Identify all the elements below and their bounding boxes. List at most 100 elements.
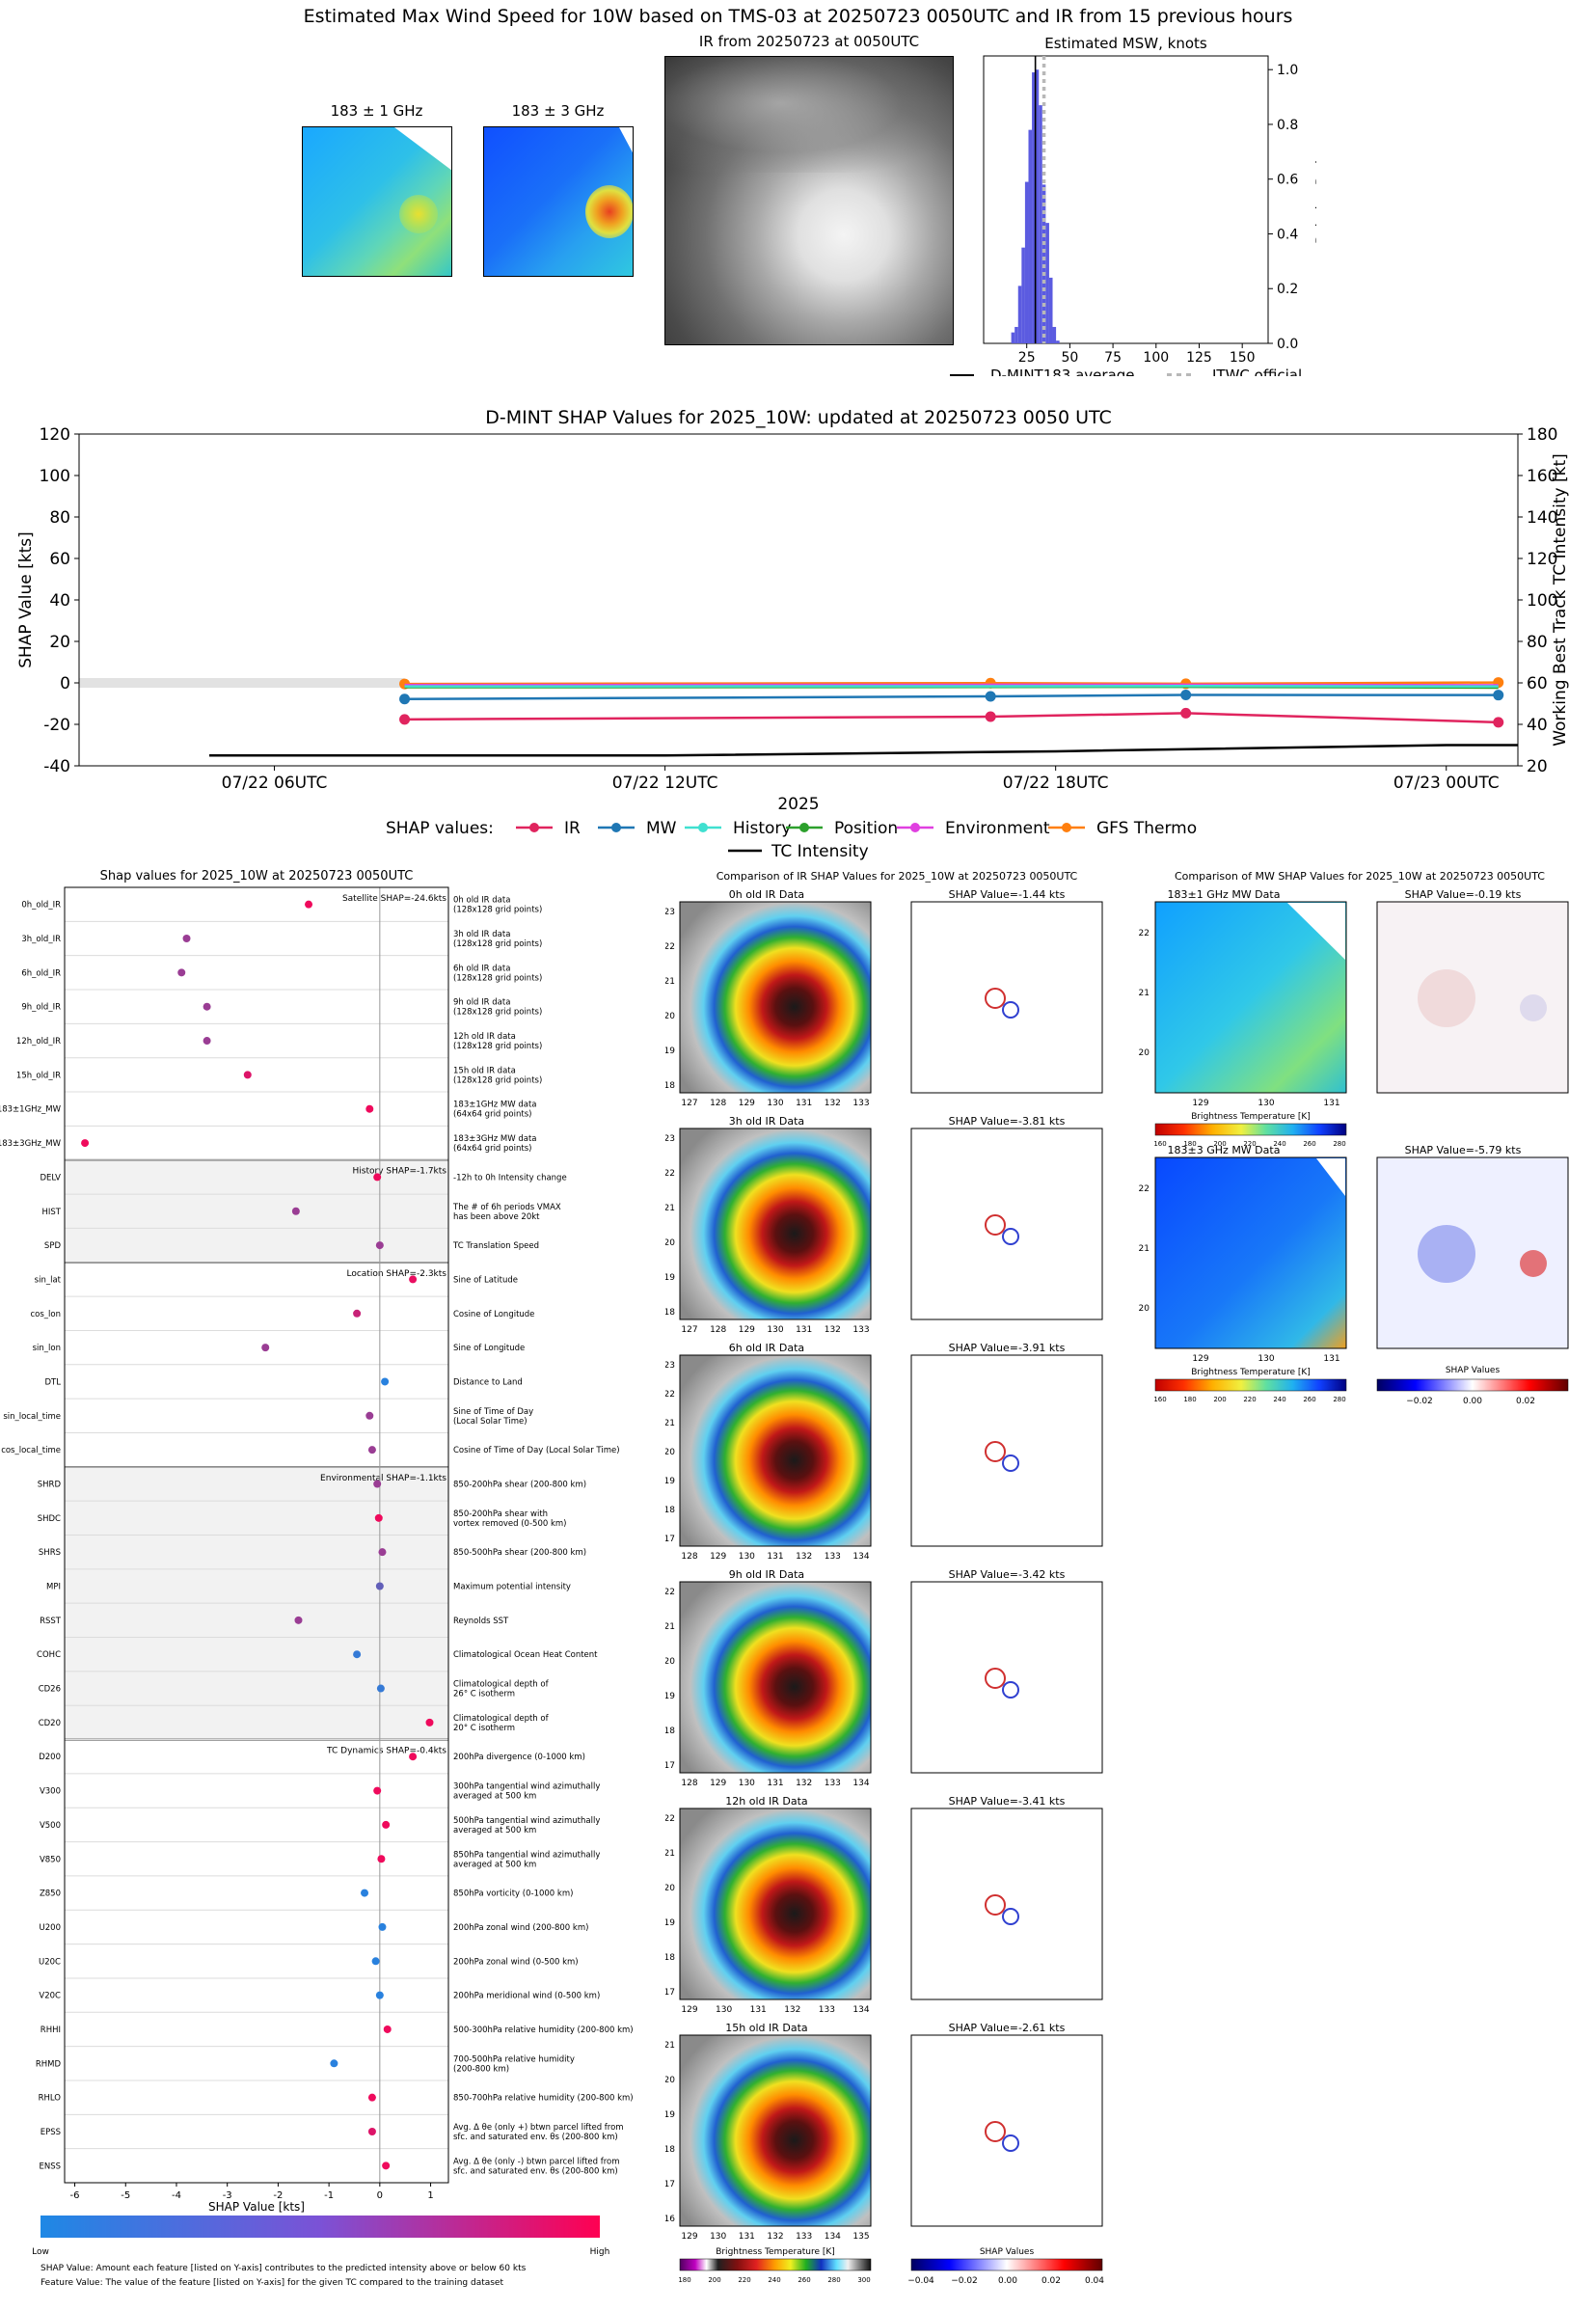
bee-feature-desc: Cosine of Longitude bbox=[453, 1310, 534, 1319]
ir-cbar-tick: 300 bbox=[857, 2276, 870, 2284]
ir-xtick-label: 132 bbox=[767, 2232, 783, 2242]
bee-xlabel: SHAP Value [kts] bbox=[208, 2200, 305, 2214]
bee-feature-desc: 200hPa meridional wind (0-500 km) bbox=[453, 1992, 600, 2001]
ir-shap-feature bbox=[985, 988, 1006, 1009]
msw-xtick-label: 50 bbox=[1061, 350, 1078, 366]
ts-legend-label: History bbox=[733, 819, 791, 838]
ir-xtick-label: 133 bbox=[796, 2232, 812, 2242]
bee-note-shap: SHAP Value: Amount each feature [listed … bbox=[41, 2264, 527, 2273]
bee-shap-point bbox=[373, 1173, 382, 1182]
ts-point-ir bbox=[1180, 707, 1192, 719]
bee-feature-desc: Sine of Longitude bbox=[453, 1344, 525, 1353]
bee-feature-desc: Maximum potential intensity bbox=[453, 1583, 571, 1592]
mw-cbar-tick: 160 bbox=[1153, 1396, 1166, 1403]
ir-shap-feature bbox=[985, 1214, 1006, 1236]
ir-ytick-label: 18 bbox=[665, 1081, 675, 1091]
msw-xtick-label: 75 bbox=[1104, 350, 1122, 366]
ir-xtick-label: 130 bbox=[716, 2005, 732, 2015]
bee-shap-point bbox=[377, 1855, 386, 1863]
ir-shap-image bbox=[910, 1581, 1103, 1774]
mw-cbar-label: Brightness Temperature [K] bbox=[1191, 1112, 1311, 1122]
ir-xtick-label: 129 bbox=[681, 2005, 697, 2015]
mw-data-title: 183±1 GHz MW Data bbox=[1168, 888, 1281, 901]
mw-ytick-label: 22 bbox=[1139, 1184, 1150, 1194]
mw-shap-cbar-tick: −0.02 bbox=[1406, 1397, 1433, 1406]
ts-legend-marker bbox=[529, 823, 539, 832]
ir-xtick-label: 130 bbox=[710, 2232, 726, 2242]
mw-panel-2-title: 183 ± 3 GHz bbox=[511, 102, 605, 120]
ts-point-mw bbox=[1493, 690, 1504, 701]
bee-feature-desc: TC Translation Speed bbox=[452, 1241, 539, 1251]
bee-feature-desc: 850hPa vorticity (0-1000 km) bbox=[453, 1890, 573, 1899]
msw-bar bbox=[1021, 247, 1025, 343]
bee-colorbar bbox=[41, 2216, 600, 2238]
bee-xtick-label: 1 bbox=[427, 2190, 433, 2201]
ir-shap-image bbox=[910, 1354, 1103, 1547]
ir-ytick-label: 20 bbox=[665, 2076, 675, 2085]
mw-cbar-tick: 240 bbox=[1273, 1396, 1285, 1403]
mw-xtick-label: 131 bbox=[1323, 1354, 1339, 1364]
ir-shap-cbar-tick: 0.04 bbox=[1085, 2276, 1104, 2286]
ir-cbar-tick: 260 bbox=[798, 2276, 810, 2284]
ir-xtick-label: 131 bbox=[796, 1099, 812, 1108]
mw-shap-blob bbox=[1520, 1250, 1547, 1277]
bee-feature-name: 3h_old_IR bbox=[21, 935, 61, 944]
mw-data-title: 183±3 GHz MW Data bbox=[1168, 1144, 1281, 1156]
ir-shap-image bbox=[910, 1128, 1103, 1320]
bee-feature-desc: Climatological Ocean Heat Content bbox=[453, 1650, 598, 1660]
ir-comp-title: Comparison of IR SHAP Values for 2025_10… bbox=[717, 870, 1078, 883]
ir-panel-title: IR from 20250723 at 0050UTC bbox=[698, 33, 920, 50]
bee-feature-desc: 183±3GHz MW data (64x64 grid points) bbox=[453, 1134, 536, 1154]
bee-feature-desc: 850hPa tangential wind azimuthally averag… bbox=[453, 1850, 600, 1869]
mw-xtick-label: 130 bbox=[1258, 1099, 1274, 1108]
bee-feature-name: RHLO bbox=[39, 2094, 62, 2104]
ir-ytick-label: 19 bbox=[665, 1692, 675, 1701]
ir-cbar-tick: 240 bbox=[768, 2276, 780, 2284]
bee-shap-point bbox=[382, 1820, 391, 1829]
ts-y2tick-label: 160 bbox=[1527, 467, 1557, 486]
mw-ytick-label: 22 bbox=[1139, 929, 1150, 938]
bee-feature-name: V850 bbox=[40, 1855, 61, 1864]
bee-xtick-label: -6 bbox=[70, 2190, 80, 2201]
bee-feature-name: DELV bbox=[40, 1173, 61, 1183]
ir-data-image bbox=[679, 1354, 872, 1547]
bee-feature-desc: Avg. Δ θe (only -) btwn parcel lifted fr… bbox=[453, 2157, 620, 2176]
ir-ytick-label: 17 bbox=[665, 1535, 675, 1544]
bee-shap-point bbox=[375, 1991, 384, 1999]
mw-xtick-label: 130 bbox=[1258, 1354, 1274, 1364]
bee-shap-point bbox=[330, 2059, 338, 2068]
bee-feature-desc: 15h old IR data (128x128 grid points) bbox=[453, 1066, 542, 1085]
ts-tc-intensity-line bbox=[209, 744, 1518, 757]
bee-feature-desc: Cosine of Time of Day (Local Solar Time) bbox=[453, 1446, 620, 1455]
ts-legend-marker bbox=[1062, 823, 1071, 832]
ir-xtick-label: 134 bbox=[825, 2232, 841, 2242]
bee-feature-name: sin_local_time bbox=[3, 1412, 61, 1422]
bee-feature-name: CD26 bbox=[39, 1685, 61, 1695]
ir-ytick-label: 19 bbox=[665, 1273, 675, 1283]
mw-comp-title: Comparison of MW SHAP Values for 2025_10… bbox=[1175, 870, 1545, 883]
ts-xlabel: 2025 bbox=[777, 795, 819, 814]
bee-feature-desc: Climatological depth of 26° C isotherm bbox=[453, 1680, 550, 1699]
shap-beeswarm-chart: Shap values for 2025_10W at 20250723 005… bbox=[0, 869, 634, 2288]
msw-bar bbox=[1032, 72, 1036, 344]
bee-shap-point bbox=[365, 1411, 374, 1420]
bee-feature-desc: 183±1GHz MW data (64x64 grid points) bbox=[453, 1101, 536, 1120]
msw-xtick-label: 100 bbox=[1143, 350, 1169, 366]
bee-feature-name: EPSS bbox=[41, 2128, 61, 2137]
ts-legend-marker bbox=[799, 823, 809, 832]
mw-xtick-label: 129 bbox=[1192, 1354, 1208, 1364]
bee-shap-point bbox=[376, 1684, 385, 1693]
ir-data-title: 6h old IR Data bbox=[729, 1342, 804, 1354]
ir-ytick-label: 20 bbox=[665, 1012, 675, 1021]
ts-point-mw bbox=[985, 691, 996, 702]
bee-group-shading bbox=[65, 1159, 448, 1263]
bee-feature-desc: Avg. Δ θe (only +) btwn parcel lifted fr… bbox=[453, 2123, 624, 2142]
bee-shap-point bbox=[203, 1002, 211, 1011]
ts-ytick-label: 100 bbox=[40, 467, 70, 486]
bee-colorbar-low: Low bbox=[32, 2247, 49, 2257]
ts-ytick-label: -40 bbox=[43, 757, 70, 776]
ts-ylabel: SHAP Value [kts] bbox=[16, 531, 36, 668]
bee-group-label: TC Dynamics SHAP=-0.4kts bbox=[326, 1747, 446, 1756]
msw-ytick-label: 0.6 bbox=[1277, 173, 1298, 188]
msw-bar bbox=[1041, 184, 1046, 343]
